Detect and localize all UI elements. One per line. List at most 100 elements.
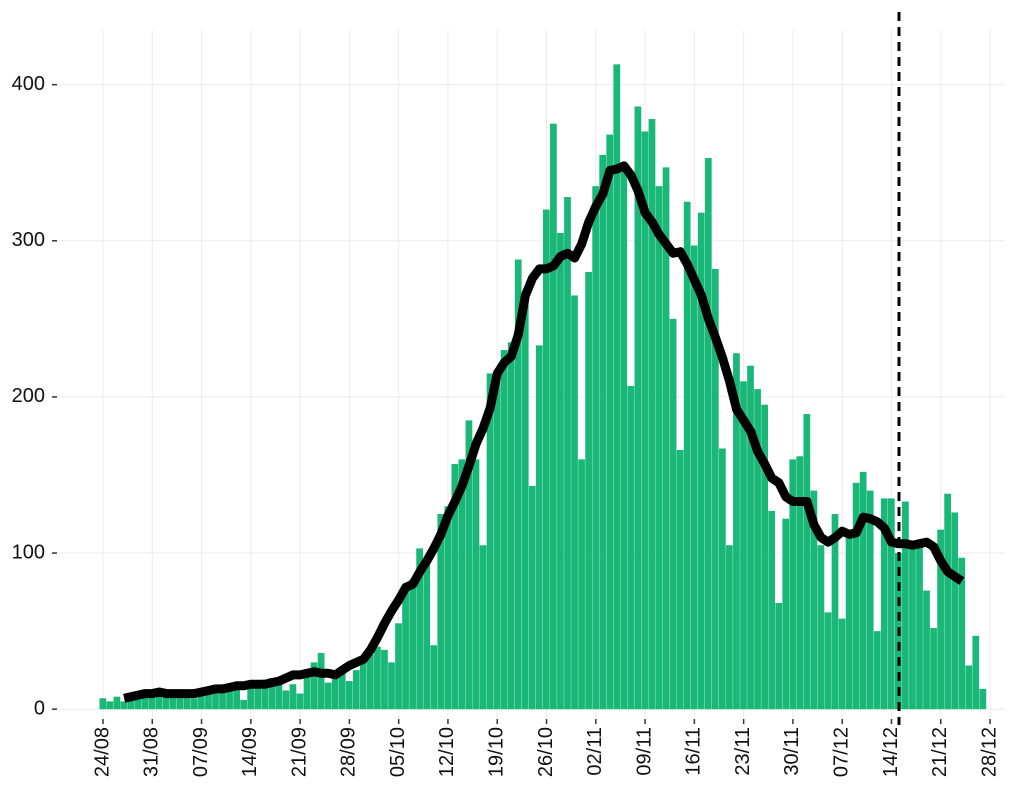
bar [486, 373, 494, 710]
bar [437, 514, 445, 710]
bar [465, 420, 473, 710]
x-tick-label: 30/11 [781, 727, 803, 776]
bar [803, 414, 811, 710]
bar [775, 603, 783, 710]
bar [620, 170, 628, 710]
bar [205, 690, 212, 710]
y-tick-label: 400 [12, 73, 45, 95]
bar [592, 186, 600, 710]
bar [191, 698, 198, 710]
bar [430, 645, 438, 710]
bar [958, 557, 966, 710]
x-tick-label: 21/12 [929, 727, 951, 777]
bar [296, 693, 304, 710]
bar [106, 701, 114, 710]
bar [648, 118, 656, 710]
bar [930, 628, 937, 710]
bar [367, 654, 374, 710]
bar [880, 498, 888, 710]
bar [733, 353, 740, 710]
bar [965, 665, 973, 710]
bar [352, 670, 360, 710]
bar [859, 471, 867, 710]
bar [282, 690, 290, 710]
bar [740, 381, 747, 710]
bar [782, 518, 790, 710]
bar [634, 106, 642, 710]
bar [226, 684, 233, 710]
bar [852, 482, 860, 710]
bar [571, 295, 578, 710]
bar [627, 385, 635, 710]
x-tick-label: 05/10 [387, 727, 409, 777]
bar [831, 514, 839, 710]
bar [127, 699, 135, 710]
bar [669, 318, 677, 710]
x-tick-label: 26/10 [535, 727, 557, 777]
bar [338, 670, 346, 710]
bar [747, 365, 754, 710]
bar [902, 501, 909, 710]
x-tick-label: 28/09 [338, 727, 360, 777]
bar [451, 464, 459, 710]
x-tick-label: 14/09 [239, 727, 261, 777]
bar [676, 450, 684, 710]
bar [761, 404, 768, 710]
x-tick-label: 23/11 [732, 727, 754, 776]
bar [423, 560, 431, 710]
bar [641, 131, 649, 710]
bar [662, 167, 670, 710]
bar [289, 684, 297, 710]
bar [381, 649, 388, 710]
bar [535, 345, 543, 710]
bar [866, 490, 874, 710]
bar [409, 579, 416, 710]
bar [233, 682, 240, 710]
x-tick-label: 28/12 [978, 727, 1000, 777]
bar [134, 698, 142, 710]
bar [141, 695, 149, 710]
x-tick-label: 07/12 [830, 727, 852, 777]
bar [120, 701, 128, 710]
bar [923, 590, 930, 710]
bar [444, 506, 452, 710]
bar [268, 677, 276, 710]
bar [557, 232, 564, 710]
bar [212, 687, 219, 710]
bar [887, 498, 895, 710]
bar [345, 681, 353, 710]
bar [155, 696, 163, 710]
bar [99, 698, 107, 710]
bar [655, 186, 663, 710]
bar [711, 268, 719, 710]
bar [845, 529, 853, 710]
bar [254, 682, 262, 710]
bar [951, 512, 959, 710]
bar [972, 635, 980, 710]
bar [944, 493, 952, 710]
y-tick-label: 200 [12, 385, 45, 407]
bar [331, 674, 339, 710]
bar [754, 389, 761, 710]
bar [789, 459, 797, 710]
bar [824, 612, 832, 710]
x-tick-label: 14/12 [880, 727, 902, 777]
bar [599, 154, 607, 710]
bar [479, 545, 487, 710]
x-tick-label: 16/11 [683, 727, 705, 776]
bar [198, 693, 205, 710]
moving-average-line [123, 161, 965, 703]
bar [472, 459, 480, 710]
bar [275, 681, 283, 710]
bar [317, 652, 325, 710]
y-tick-label: 300 [12, 229, 45, 251]
x-tick-label: 09/11 [633, 727, 655, 776]
x-tick-label: 31/08 [141, 727, 163, 777]
bar [550, 123, 557, 710]
bar [543, 209, 550, 710]
bar [507, 342, 515, 710]
bar [578, 459, 585, 710]
bar [690, 245, 698, 710]
bar [697, 212, 705, 710]
